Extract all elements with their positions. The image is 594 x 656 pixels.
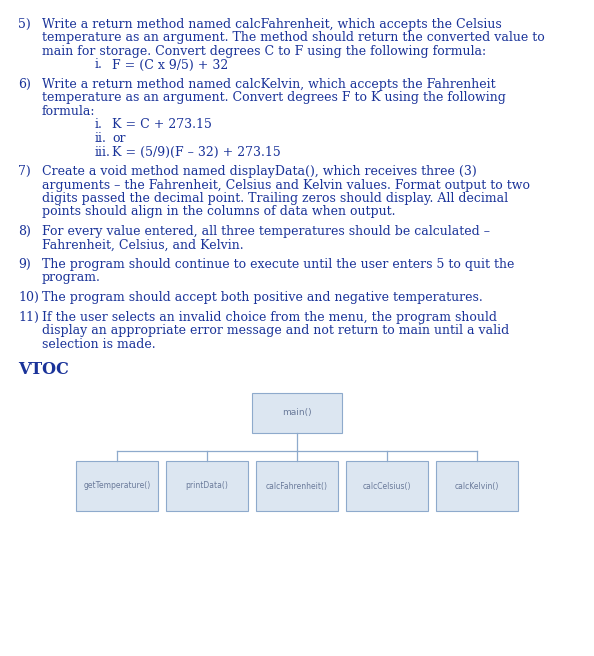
- Text: 9): 9): [18, 258, 31, 271]
- FancyBboxPatch shape: [346, 461, 428, 511]
- Text: 7): 7): [18, 165, 31, 178]
- Text: printData(): printData(): [185, 482, 229, 491]
- Text: For every value entered, all three temperatures should be calculated –: For every value entered, all three tempe…: [42, 225, 490, 238]
- Text: arguments – the Fahrenheit, Celsius and Kelvin values. Format output to two: arguments – the Fahrenheit, Celsius and …: [42, 178, 530, 192]
- Text: calcKelvin(): calcKelvin(): [455, 482, 499, 491]
- Text: 11): 11): [18, 310, 39, 323]
- Text: K = (5/9)(F – 32) + 273.15: K = (5/9)(F – 32) + 273.15: [112, 146, 281, 159]
- Text: temperature as an argument. The method should return the converted value to: temperature as an argument. The method s…: [42, 31, 545, 45]
- Text: program.: program.: [42, 272, 101, 285]
- FancyBboxPatch shape: [252, 393, 342, 433]
- Text: calcFahrenheit(): calcFahrenheit(): [266, 482, 328, 491]
- Text: 6): 6): [18, 78, 31, 91]
- Text: formula:: formula:: [42, 105, 96, 118]
- Text: i.: i.: [95, 58, 103, 72]
- Text: ii.: ii.: [95, 132, 107, 145]
- Text: or: or: [112, 132, 125, 145]
- Text: The program should continue to execute until the user enters 5 to quit the: The program should continue to execute u…: [42, 258, 514, 271]
- Text: points should align in the columns of data when output.: points should align in the columns of da…: [42, 205, 396, 218]
- Text: i.: i.: [95, 119, 103, 131]
- Text: display an appropriate error message and not return to main until a valid: display an appropriate error message and…: [42, 324, 509, 337]
- Text: 5): 5): [18, 18, 31, 31]
- FancyBboxPatch shape: [436, 461, 518, 511]
- Text: temperature as an argument. Convert degrees F to K using the following: temperature as an argument. Convert degr…: [42, 91, 506, 104]
- Text: K = C + 273.15: K = C + 273.15: [112, 119, 212, 131]
- Text: digits passed the decimal point. Trailing zeros should display. All decimal: digits passed the decimal point. Trailin…: [42, 192, 508, 205]
- Text: Write a return method named calcKelvin, which accepts the Fahrenheit: Write a return method named calcKelvin, …: [42, 78, 495, 91]
- Text: main(): main(): [282, 409, 312, 417]
- FancyBboxPatch shape: [166, 461, 248, 511]
- Text: Write a return method named calcFahrenheit, which accepts the Celsius: Write a return method named calcFahrenhe…: [42, 18, 502, 31]
- FancyBboxPatch shape: [76, 461, 158, 511]
- Text: main for storage. Convert degrees C to F using the following formula:: main for storage. Convert degrees C to F…: [42, 45, 486, 58]
- Text: The program should accept both positive and negative temperatures.: The program should accept both positive …: [42, 291, 483, 304]
- FancyBboxPatch shape: [256, 461, 338, 511]
- Text: If the user selects an invalid choice from the menu, the program should: If the user selects an invalid choice fr…: [42, 310, 497, 323]
- Text: selection is made.: selection is made.: [42, 337, 156, 350]
- Text: iii.: iii.: [95, 146, 111, 159]
- Text: VTOC: VTOC: [18, 361, 69, 378]
- Text: 10): 10): [18, 291, 39, 304]
- Text: 8): 8): [18, 225, 31, 238]
- Text: getTemperature(): getTemperature(): [83, 482, 151, 491]
- Text: Create a void method named displayData(), which receives three (3): Create a void method named displayData()…: [42, 165, 477, 178]
- Text: Fahrenheit, Celsius, and Kelvin.: Fahrenheit, Celsius, and Kelvin.: [42, 239, 244, 251]
- Text: F = (C x 9/5) + 32: F = (C x 9/5) + 32: [112, 58, 228, 72]
- Text: calcCelsius(): calcCelsius(): [363, 482, 411, 491]
